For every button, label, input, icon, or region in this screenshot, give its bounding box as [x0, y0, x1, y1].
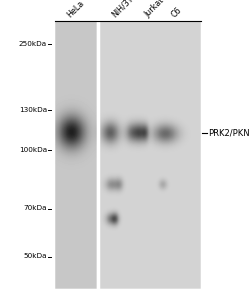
- Text: C6: C6: [169, 6, 182, 20]
- Text: 50kDa: 50kDa: [23, 254, 47, 260]
- Text: HeLa: HeLa: [65, 0, 86, 20]
- Text: PRK2/PKN2: PRK2/PKN2: [207, 129, 250, 138]
- Text: 250kDa: 250kDa: [19, 40, 47, 46]
- Text: 100kDa: 100kDa: [19, 147, 47, 153]
- Text: 70kDa: 70kDa: [23, 206, 47, 212]
- Text: Jurkat: Jurkat: [142, 0, 165, 20]
- Text: 130kDa: 130kDa: [19, 106, 47, 112]
- Text: NIH/3T3: NIH/3T3: [110, 0, 138, 20]
